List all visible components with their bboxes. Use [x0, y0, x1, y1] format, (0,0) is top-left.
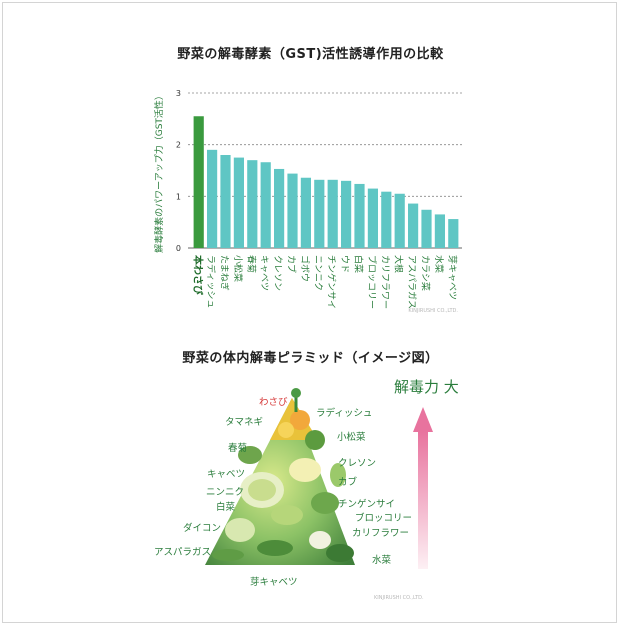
pyramid-title: 野菜の体内解毒ピラミッド（イメージ図）: [182, 351, 439, 366]
chart-credit: KINJIRUSHI CO.,LTD.: [408, 308, 458, 314]
bar: [233, 157, 244, 248]
left-label: ニンニク: [206, 487, 244, 498]
category-label: チンゲンサイ: [326, 255, 338, 309]
right-label: ラディッシュ: [316, 407, 372, 419]
category-label: カラシ菜: [420, 255, 432, 291]
vegetable-pile: [205, 388, 355, 565]
category-label: カリフラワー: [379, 255, 390, 309]
category-label: ニンニク: [312, 255, 323, 291]
y-axis-label: 解毒酵素のパワーアップ力（GST活性）: [153, 91, 165, 253]
category-label: ウド: [339, 255, 350, 273]
chart-title: 野菜の解毒酵素（GST)活性誘導作用の比較: [177, 47, 444, 62]
y-tick-label: 2: [176, 141, 181, 150]
bar: [327, 179, 338, 248]
category-label: クレソン: [272, 255, 283, 291]
highlight-label: わさび: [259, 397, 288, 408]
left-label: アスパラガス: [154, 547, 211, 558]
category-label: アスパラガス: [406, 255, 417, 309]
bar: [220, 155, 231, 248]
right-label: カブ: [338, 476, 358, 488]
bar: [300, 177, 311, 248]
right-label: クレソン: [338, 458, 376, 469]
right-label: チンゲンサイ: [338, 498, 395, 510]
bar: [274, 168, 285, 248]
y-tick-label: 3: [176, 89, 181, 98]
bar: [247, 160, 258, 248]
bar: [341, 180, 352, 248]
category-label: 水菜: [433, 255, 445, 273]
bar: [260, 162, 271, 248]
category-label: 春菊: [245, 255, 257, 273]
bar: [314, 179, 325, 248]
category-label: 白菜: [353, 255, 365, 273]
right-label: カリフラワー: [352, 528, 409, 539]
category-label: 芽キャベツ: [446, 255, 458, 300]
left-label: 白菜: [216, 501, 236, 513]
category-label: ラディッシュ: [205, 255, 217, 308]
category-label: たまねぎ: [219, 255, 231, 291]
bars: [193, 116, 459, 248]
category-label: カブ: [286, 255, 298, 273]
category-label: キャベツ: [259, 255, 269, 291]
arrow-label: 解毒力 大: [394, 378, 459, 396]
left-label: タマネギ: [225, 417, 263, 428]
y-tick-label: 1: [176, 192, 181, 201]
bar: [354, 183, 365, 248]
right-label: 水菜: [372, 554, 392, 566]
up-arrow-icon: [413, 407, 433, 569]
pyramid-credit: KINJIRUSHI CO.,LTD.: [374, 595, 424, 601]
bar: [408, 203, 419, 248]
left-label: 春菊: [228, 442, 247, 454]
bar: [287, 173, 298, 248]
bar: [394, 193, 405, 248]
bar: [381, 191, 392, 248]
bar: [207, 149, 218, 248]
y-ticks: 0 1 2 3: [176, 89, 181, 253]
category-label: 小松菜: [232, 255, 244, 282]
category-label: ブロッコリー: [366, 255, 378, 309]
right-label: ブロッコリー: [355, 512, 412, 524]
bar: [193, 116, 204, 248]
bottom-label: 芽キャベツ: [250, 576, 298, 588]
category-label: 大根: [393, 255, 405, 273]
y-tick-label: 0: [176, 244, 181, 253]
bar: [448, 219, 459, 248]
left-label: ダイコン: [183, 522, 221, 534]
left-label: キャベツ: [207, 469, 245, 480]
bar: [434, 214, 445, 248]
category-label: 本わさび: [192, 255, 205, 295]
right-label: 小松菜: [337, 431, 366, 443]
bar: [367, 188, 378, 248]
bar: [421, 209, 432, 248]
bar-chart: 0 1 2 3 本わさび ラディッシュ たまねぎ 小松菜 春菊 キャベツ クレソン カブ ゴボウ ニンニ…: [153, 89, 462, 314]
category-labels: 本わさび ラディッシュ たまねぎ 小松菜 春菊 キャベツ クレソン カブ ゴボウ ニンニク チンゲン…: [192, 255, 459, 309]
category-label: ゴボウ: [299, 255, 311, 282]
